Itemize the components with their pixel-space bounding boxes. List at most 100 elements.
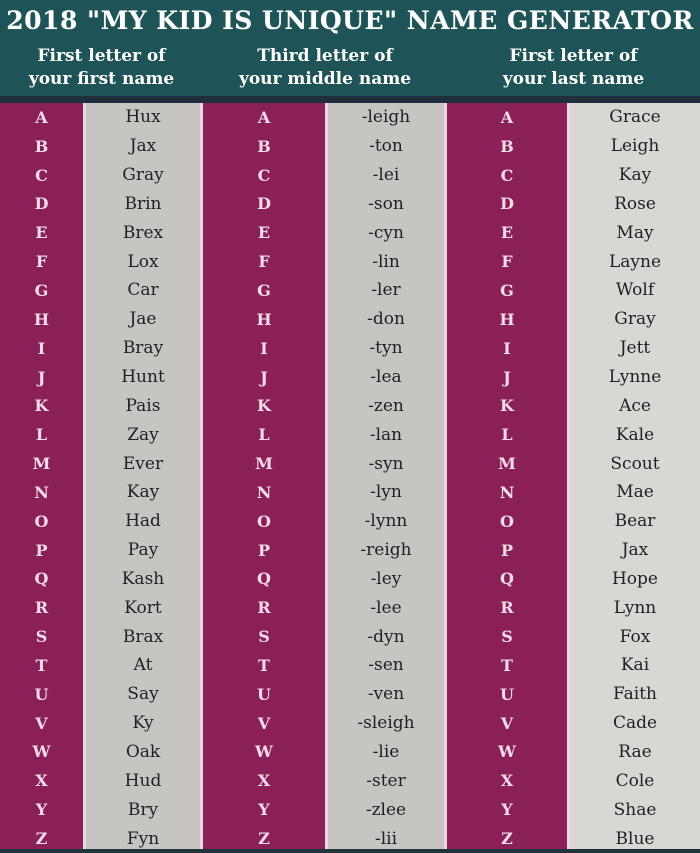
letter-cell: I bbox=[0, 333, 83, 363]
name-cell: Say bbox=[83, 679, 203, 709]
name-cell: -cyn bbox=[325, 218, 447, 248]
letter-cell: X bbox=[447, 766, 567, 796]
name-cell: Gray bbox=[567, 304, 700, 334]
letter-cell: W bbox=[203, 737, 325, 767]
name-cell: Kash bbox=[83, 564, 203, 594]
letter-cell: K bbox=[0, 391, 83, 421]
letter-cell: K bbox=[447, 391, 567, 421]
letter-cell: S bbox=[203, 622, 325, 652]
name-cell: -don bbox=[325, 304, 447, 334]
name-cell: -lan bbox=[325, 420, 447, 450]
name-cell: Brex bbox=[83, 218, 203, 248]
name-cell: Hux bbox=[83, 103, 203, 132]
letter-cell: N bbox=[0, 477, 83, 507]
letter-cell: T bbox=[0, 651, 83, 680]
name-cell: Jax bbox=[83, 131, 203, 161]
letter-cell: F bbox=[0, 247, 83, 277]
name-cell: Blue bbox=[567, 824, 700, 853]
letter-cell: L bbox=[0, 420, 83, 450]
letter-cell: J bbox=[203, 362, 325, 392]
header-line: Third letter of bbox=[257, 46, 393, 66]
name-cell: Shae bbox=[567, 795, 700, 825]
letter-cell: O bbox=[447, 506, 567, 536]
name-cell: Oak bbox=[83, 737, 203, 767]
header-line: your middle name bbox=[238, 68, 412, 89]
header-line: your first name bbox=[28, 68, 175, 89]
letter-cell: B bbox=[0, 131, 83, 161]
name-cell: Pay bbox=[83, 535, 203, 565]
letter-cell: B bbox=[203, 131, 325, 161]
name-cell: -ley bbox=[325, 564, 447, 594]
letter-cell: M bbox=[447, 449, 567, 478]
name-cell: Bray bbox=[83, 333, 203, 363]
letter-cell: S bbox=[0, 622, 83, 652]
column-headers: First letter of your first name Third le… bbox=[0, 45, 700, 91]
letter-cell: Y bbox=[203, 795, 325, 825]
letter-cell: P bbox=[0, 535, 83, 565]
poster-header: 2018 "MY KID IS UNIQUE" NAME GENERATOR F… bbox=[0, 0, 700, 96]
letter-cell: W bbox=[447, 737, 567, 767]
name-cell: Brax bbox=[83, 622, 203, 652]
letter-cell: V bbox=[203, 708, 325, 738]
name-cell: Jae bbox=[83, 304, 203, 334]
name-cell: Cole bbox=[567, 766, 700, 796]
letter-cell: J bbox=[447, 362, 567, 392]
letter-cell: A bbox=[447, 103, 567, 132]
letter-cell: I bbox=[447, 333, 567, 363]
letter-cell: Q bbox=[0, 564, 83, 594]
name-cell: Bry bbox=[83, 795, 203, 825]
letter-cell: N bbox=[203, 477, 325, 507]
name-cell: Ever bbox=[83, 449, 203, 478]
name-cell: -lyn bbox=[325, 477, 447, 507]
page-title: 2018 "MY KID IS UNIQUE" NAME GENERATOR bbox=[6, 6, 694, 35]
letter-cell: F bbox=[203, 247, 325, 277]
name-cell: Ky bbox=[83, 708, 203, 738]
name-cell: Jax bbox=[567, 535, 700, 565]
name-cell: Had bbox=[83, 506, 203, 536]
header-line: First letter of bbox=[37, 46, 166, 66]
name-cell: Fyn bbox=[83, 824, 203, 853]
name-cell: Zay bbox=[83, 420, 203, 450]
letter-cell: L bbox=[203, 420, 325, 450]
name-cell: -sen bbox=[325, 651, 447, 680]
letter-cell: M bbox=[0, 449, 83, 478]
name-cell: Hunt bbox=[83, 362, 203, 392]
name-cell: -leigh bbox=[325, 103, 447, 132]
name-cell: Faith bbox=[567, 679, 700, 709]
name-cell: Kale bbox=[567, 420, 700, 450]
name-cell: Kay bbox=[567, 160, 700, 190]
name-cell: Mae bbox=[567, 477, 700, 507]
name-cell: Bear bbox=[567, 506, 700, 536]
name-cell: Fox bbox=[567, 622, 700, 652]
name-cell: -lii bbox=[325, 824, 447, 853]
letter-cell: Z bbox=[0, 824, 83, 853]
name-cell: -reigh bbox=[325, 535, 447, 565]
letter-cell: C bbox=[203, 160, 325, 190]
letter-cell: P bbox=[203, 535, 325, 565]
name-cell: -ven bbox=[325, 679, 447, 709]
letter-cell: Z bbox=[447, 824, 567, 853]
letter-cell: X bbox=[203, 766, 325, 796]
letter-cell: E bbox=[203, 218, 325, 248]
name-cell: Leigh bbox=[567, 131, 700, 161]
name-cell: Car bbox=[83, 276, 203, 305]
name-cell: Hope bbox=[567, 564, 700, 594]
letter-cell: H bbox=[203, 304, 325, 334]
name-cell: -ster bbox=[325, 766, 447, 796]
table-grid: A Hux A -leigh A Grace B Jax B -ton B Leigh C Gray C -l… bbox=[0, 103, 700, 853]
letter-cell: Z bbox=[203, 824, 325, 853]
letter-cell: R bbox=[203, 593, 325, 623]
letter-cell: Y bbox=[447, 795, 567, 825]
name-cell: Lynne bbox=[567, 362, 700, 392]
name-cell: -zlee bbox=[325, 795, 447, 825]
name-cell: Cade bbox=[567, 708, 700, 738]
letter-cell: U bbox=[203, 679, 325, 709]
letter-cell: V bbox=[0, 708, 83, 738]
letter-cell: D bbox=[0, 189, 83, 219]
letter-cell: T bbox=[203, 651, 325, 680]
name-cell: -dyn bbox=[325, 622, 447, 652]
letter-cell: I bbox=[203, 333, 325, 363]
letter-cell: V bbox=[447, 708, 567, 738]
name-cell: -tyn bbox=[325, 333, 447, 363]
name-cell: Ace bbox=[567, 391, 700, 421]
